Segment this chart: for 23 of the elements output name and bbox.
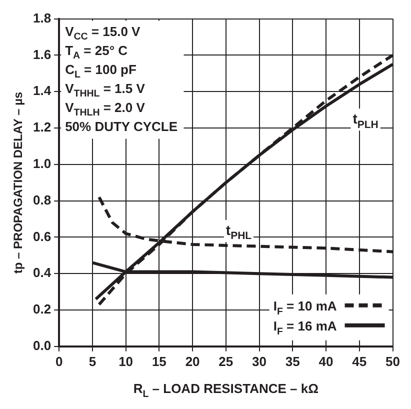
x-tick-label: 20 (185, 354, 200, 369)
y-tick-label: 0.8 (32, 192, 52, 208)
y-tick-label: 0.2 (32, 302, 52, 317)
y-tick-label: 1.4 (32, 83, 52, 98)
x-tick-label: 40 (318, 354, 334, 369)
y-tick-label: 0.0 (32, 338, 52, 353)
x-tick-label: 5 (88, 354, 96, 369)
y-tick-label: 0.4 (32, 265, 52, 280)
y-tick-label: 1.6 (32, 46, 52, 62)
x-tick-label: 30 (252, 354, 267, 369)
y-tick-label: 0.6 (32, 228, 52, 244)
y-tick-label: 1.0 (32, 156, 52, 171)
y-tick-label: 1.8 (32, 10, 52, 26)
annotation: 50% DUTY CYCLE (65, 118, 178, 134)
x-tick-label: 45 (352, 354, 367, 369)
x-tick-label: 25 (218, 354, 234, 369)
x-tick-label: 15 (152, 354, 166, 369)
y-tick-label: 1.2 (32, 120, 52, 135)
x-tick-label: 0 (55, 354, 63, 369)
x-tick-label: 50 (386, 354, 400, 369)
x-tick-label: 10 (118, 354, 134, 369)
y-axis-title: tp – PROPAGATION DELAY – µs (11, 91, 25, 274)
x-tick-label: 35 (285, 354, 300, 369)
